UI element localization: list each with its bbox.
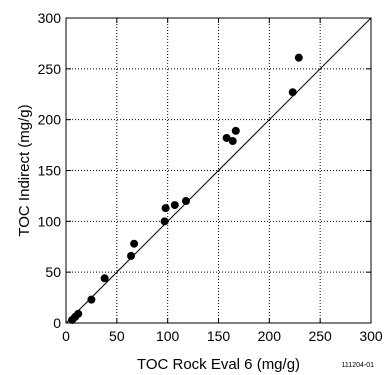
data-point [161, 204, 170, 213]
data-point [222, 133, 231, 142]
y-tick-label: 300 [38, 10, 62, 26]
x-tick-label: 100 [156, 328, 180, 344]
data-point [288, 88, 297, 97]
x-tick-label: 200 [258, 328, 282, 344]
y-tick-label: 250 [38, 61, 62, 77]
y-tick-label: 50 [45, 264, 61, 280]
y-tick-label: 150 [38, 163, 62, 179]
x-tick-label: 50 [109, 328, 125, 344]
data-point [170, 201, 179, 210]
data-point [160, 217, 169, 226]
y-tick-label: 200 [38, 112, 62, 128]
data-point [181, 197, 190, 205]
x-tick-label: 0 [62, 328, 70, 344]
data-point [228, 137, 237, 146]
data-point [294, 53, 303, 62]
data-point [87, 295, 96, 304]
reference-line [65, 17, 372, 324]
x-tick-label: 150 [207, 328, 231, 344]
y-tick-label: 100 [38, 213, 62, 229]
x-axis-label: TOC Rock Eval 6 (mg/g) [137, 356, 300, 373]
data-point [127, 251, 136, 260]
data-point [74, 309, 83, 318]
y-tick-label: 0 [53, 315, 61, 331]
data-point [130, 239, 139, 248]
x-tick-label: 250 [308, 328, 332, 344]
figure-id: 111204-01 [342, 362, 375, 369]
y-axis-label: TOC Indirect (mg/g) [16, 104, 33, 236]
data-points [68, 53, 303, 324]
data-point [100, 274, 109, 283]
data-point [231, 126, 240, 135]
axis-ticks: 0 50 100 150 200 250 300 0 50 100 150 200 250 300 [38, 10, 383, 344]
reference-line-group [65, 17, 372, 324]
x-tick-label: 300 [359, 328, 383, 344]
